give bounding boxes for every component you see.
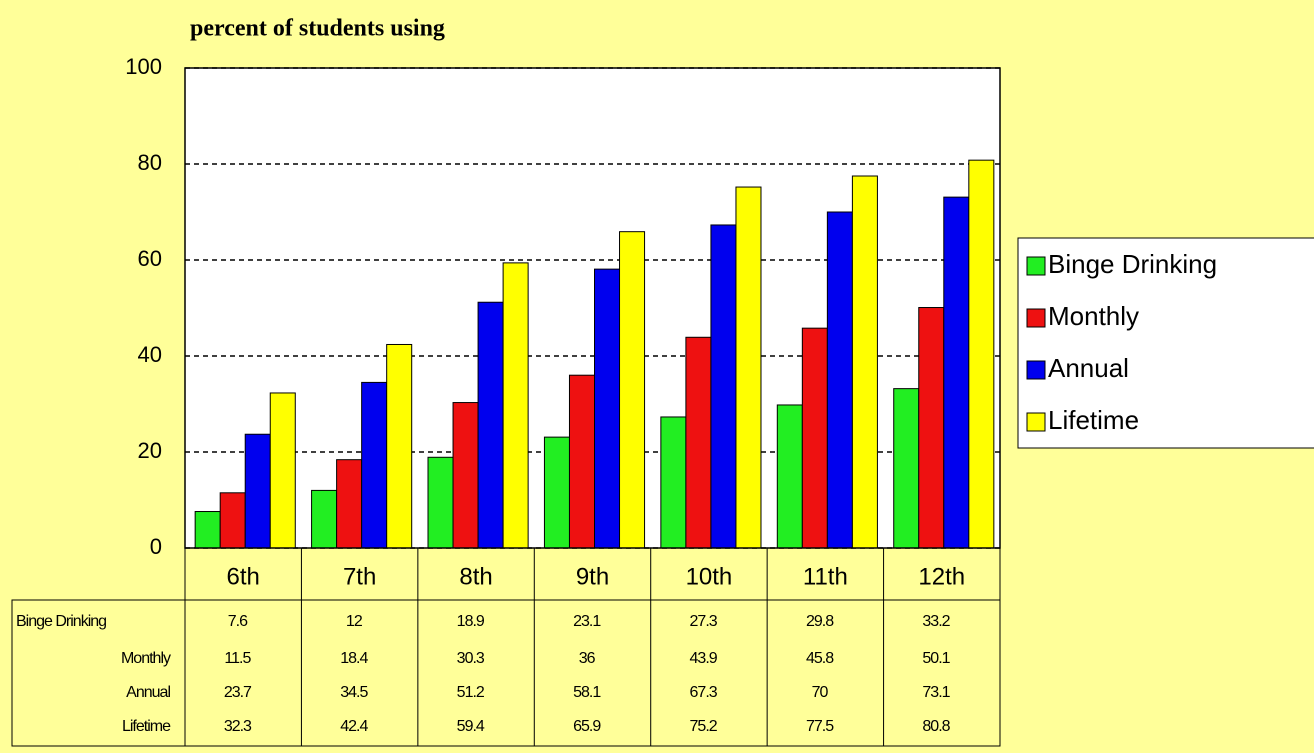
bar xyxy=(893,388,920,549)
bar xyxy=(776,404,803,549)
legend-label: Monthly xyxy=(1048,301,1139,331)
bar xyxy=(543,436,570,549)
bar xyxy=(311,489,338,549)
y-tick-label: 60 xyxy=(138,246,162,271)
bar xyxy=(968,159,995,549)
table-row-label: Binge Drinking xyxy=(16,613,106,630)
table-value: 18.4 xyxy=(340,650,368,667)
bar xyxy=(851,175,878,549)
bar xyxy=(269,392,296,549)
bar xyxy=(477,301,504,549)
bar xyxy=(244,433,271,549)
table-value: 45.8 xyxy=(806,650,834,667)
bar xyxy=(568,374,595,549)
legend-box xyxy=(1017,237,1314,449)
bar xyxy=(801,327,828,549)
bar xyxy=(452,402,479,549)
table-value: 30.3 xyxy=(457,650,485,667)
legend-label: Annual xyxy=(1048,353,1129,383)
table-value: 42.4 xyxy=(340,718,368,735)
bar xyxy=(660,416,687,549)
bar xyxy=(194,511,221,549)
table-value: 58.1 xyxy=(573,684,601,701)
x-tick-label: 11th xyxy=(803,563,848,590)
bar xyxy=(427,456,454,549)
y-tick-label: 20 xyxy=(138,438,162,463)
table-value: 67.3 xyxy=(690,684,718,701)
table-value: 7.6 xyxy=(228,613,248,630)
y-tick-label: 100 xyxy=(125,54,162,79)
legend-swatch xyxy=(1026,308,1046,328)
bar xyxy=(735,186,762,549)
table-value: 75.2 xyxy=(690,718,718,735)
x-tick-label: 7th xyxy=(343,563,376,590)
table-value: 23.7 xyxy=(224,684,252,701)
table-value: 50.1 xyxy=(922,650,950,667)
legend-label: Binge Drinking xyxy=(1048,249,1217,279)
legend-swatch xyxy=(1026,360,1046,380)
x-tick-label: 12th xyxy=(918,563,965,590)
table-value: 77.5 xyxy=(806,718,834,735)
table-value: 59.4 xyxy=(457,718,485,735)
table-row-label: Annual xyxy=(126,684,170,701)
bar xyxy=(710,224,737,549)
bar xyxy=(386,343,413,549)
bar xyxy=(594,268,621,549)
table-value: 18.9 xyxy=(457,613,485,630)
table-value: 36 xyxy=(579,650,596,667)
table-value: 27.3 xyxy=(690,613,718,630)
y-tick-label: 0 xyxy=(150,534,162,559)
legend-label: Lifetime xyxy=(1048,405,1139,435)
table-value: 43.9 xyxy=(690,650,718,667)
bar xyxy=(219,492,246,549)
chart-title: percent of students using xyxy=(190,16,445,42)
table-value: 34.5 xyxy=(340,684,368,701)
table-value: 65.9 xyxy=(573,718,601,735)
x-tick-label: 8th xyxy=(459,563,492,590)
table-value: 80.8 xyxy=(922,718,950,735)
x-tick-label: 10th xyxy=(686,563,733,590)
bar xyxy=(943,196,970,549)
bar xyxy=(502,262,529,549)
table-value: 33.2 xyxy=(922,613,950,630)
bar xyxy=(619,231,646,549)
bar xyxy=(826,211,853,549)
bar xyxy=(361,381,388,549)
table-value: 23.1 xyxy=(573,613,601,630)
x-tick-label: 6th xyxy=(227,563,260,590)
bar xyxy=(685,336,712,549)
table-row-label: Monthly xyxy=(121,650,171,667)
bar xyxy=(336,459,363,549)
table-value: 32.3 xyxy=(224,718,252,735)
x-tick-label: 9th xyxy=(576,563,609,590)
table-value: 11.5 xyxy=(224,650,251,667)
table-row-label: Lifetime xyxy=(122,718,171,735)
legend-swatch xyxy=(1026,256,1046,276)
y-tick-label: 40 xyxy=(138,342,162,367)
bar xyxy=(918,307,945,549)
table-value: 12 xyxy=(346,613,363,630)
y-tick-label: 80 xyxy=(138,150,162,175)
table-value: 70 xyxy=(812,684,829,701)
table-value: 29.8 xyxy=(806,613,834,630)
table-value: 51.2 xyxy=(457,684,485,701)
table-value: 73.1 xyxy=(922,684,950,701)
legend-swatch xyxy=(1026,412,1046,432)
